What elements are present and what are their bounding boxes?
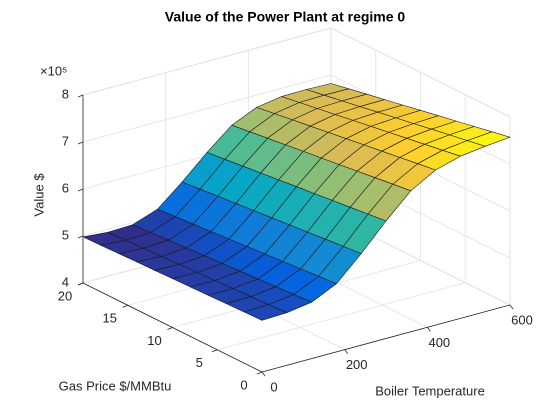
y-tick-label: 20 (58, 288, 72, 303)
grid-line (217, 282, 466, 351)
x-axis-label: Boiler Temperature (375, 383, 485, 398)
z-tick (77, 141, 84, 145)
z-tick (77, 235, 84, 239)
z-axis-label: Value $ (31, 173, 46, 217)
x-tick-label: 200 (346, 357, 368, 372)
y-tick (212, 349, 218, 353)
axes: 0 200 400 600 0 5 10 15 204 5 6 7 8 (58, 86, 533, 394)
y-tick-label: 0 (240, 377, 247, 392)
y-tick (256, 371, 263, 375)
z-tick-label: 5 (62, 227, 69, 242)
x-axis (261, 304, 511, 373)
x-tick (261, 371, 266, 377)
surface (82, 83, 511, 321)
x-tick-label: 600 (511, 312, 533, 327)
y-tick (167, 327, 173, 330)
y-tick (122, 304, 128, 308)
chart-title: Value of the Power Plant at regime 0 (165, 9, 406, 25)
surface-face (243, 304, 288, 321)
z-tick (77, 282, 84, 286)
x-tick (427, 327, 431, 332)
x-tick (509, 304, 514, 310)
z-tick-label: 8 (62, 86, 69, 101)
grid-line (82, 27, 332, 96)
grid-line (330, 27, 511, 118)
z-tick (77, 188, 84, 192)
z-tick-label: 7 (62, 133, 69, 148)
x-tick-label: 400 (428, 335, 450, 350)
y-axis-label: Gas Price $/MMBtu (59, 378, 172, 393)
x-tick (344, 349, 348, 354)
x-tick-label: 0 (270, 379, 277, 394)
y-tick-label: 5 (196, 355, 203, 370)
y-tick-label: 15 (103, 311, 117, 326)
z-tick-label: 4 (62, 274, 69, 289)
y-tick-label: 10 (147, 333, 161, 348)
grid-line (82, 74, 332, 143)
z-scale-label: ×10⁵ (40, 63, 67, 78)
z-tick (77, 94, 84, 98)
z-tick-label: 6 (62, 180, 69, 195)
